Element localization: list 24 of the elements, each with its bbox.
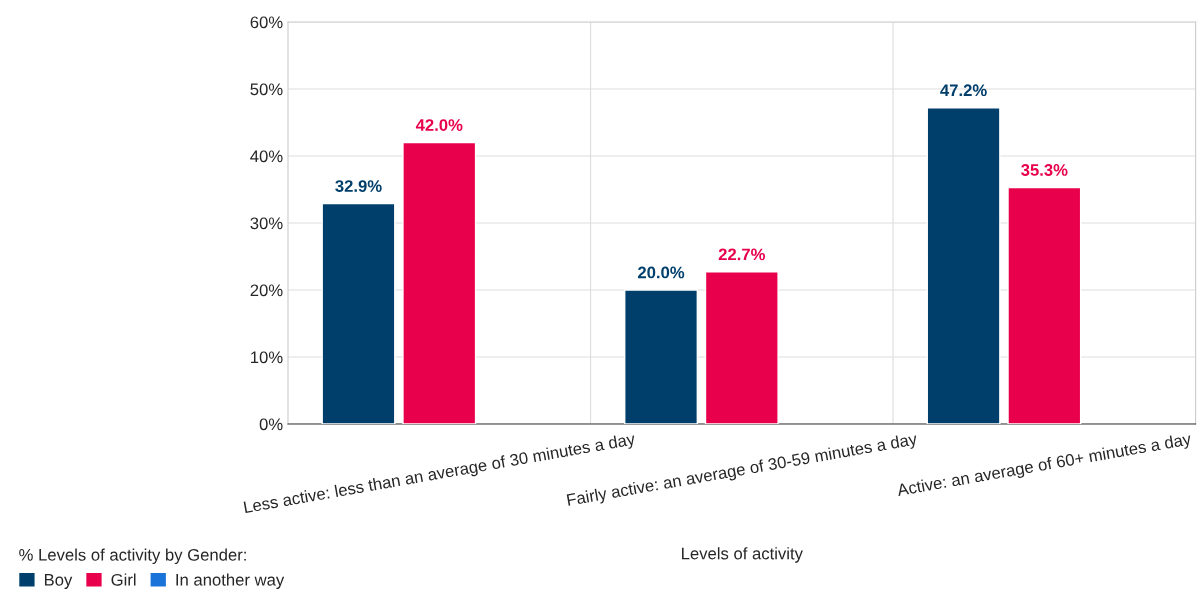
bar xyxy=(321,202,396,424)
data-label: 20.0% xyxy=(637,266,685,279)
data-label: 35.3% xyxy=(1021,164,1068,176)
y-tick-label: 0% xyxy=(259,418,283,431)
data-label: 47.2% xyxy=(940,84,987,97)
bar xyxy=(402,141,477,424)
legend-label: In another way xyxy=(176,573,285,589)
y-tick-label: 50% xyxy=(250,83,283,96)
y-tick-label: 10% xyxy=(251,351,283,364)
bar xyxy=(1007,186,1082,424)
data-label: 42.0% xyxy=(415,119,463,131)
bar xyxy=(624,289,699,424)
y-tick-label: 60% xyxy=(250,16,283,29)
legend-label: Girl xyxy=(111,573,136,586)
bar xyxy=(704,271,779,424)
y-tick-label: 20% xyxy=(250,284,283,297)
x-axis-title: Levels of activity xyxy=(682,547,803,563)
legend-title: % Levels of activity by Gender: xyxy=(19,548,246,565)
y-tick-label: 30% xyxy=(250,217,283,230)
bar xyxy=(926,107,1001,424)
y-tick-label: 40% xyxy=(250,150,283,163)
data-label: 22.7% xyxy=(718,248,765,261)
data-label: 32.9% xyxy=(335,180,382,192)
legend-label: Boy xyxy=(44,574,73,589)
